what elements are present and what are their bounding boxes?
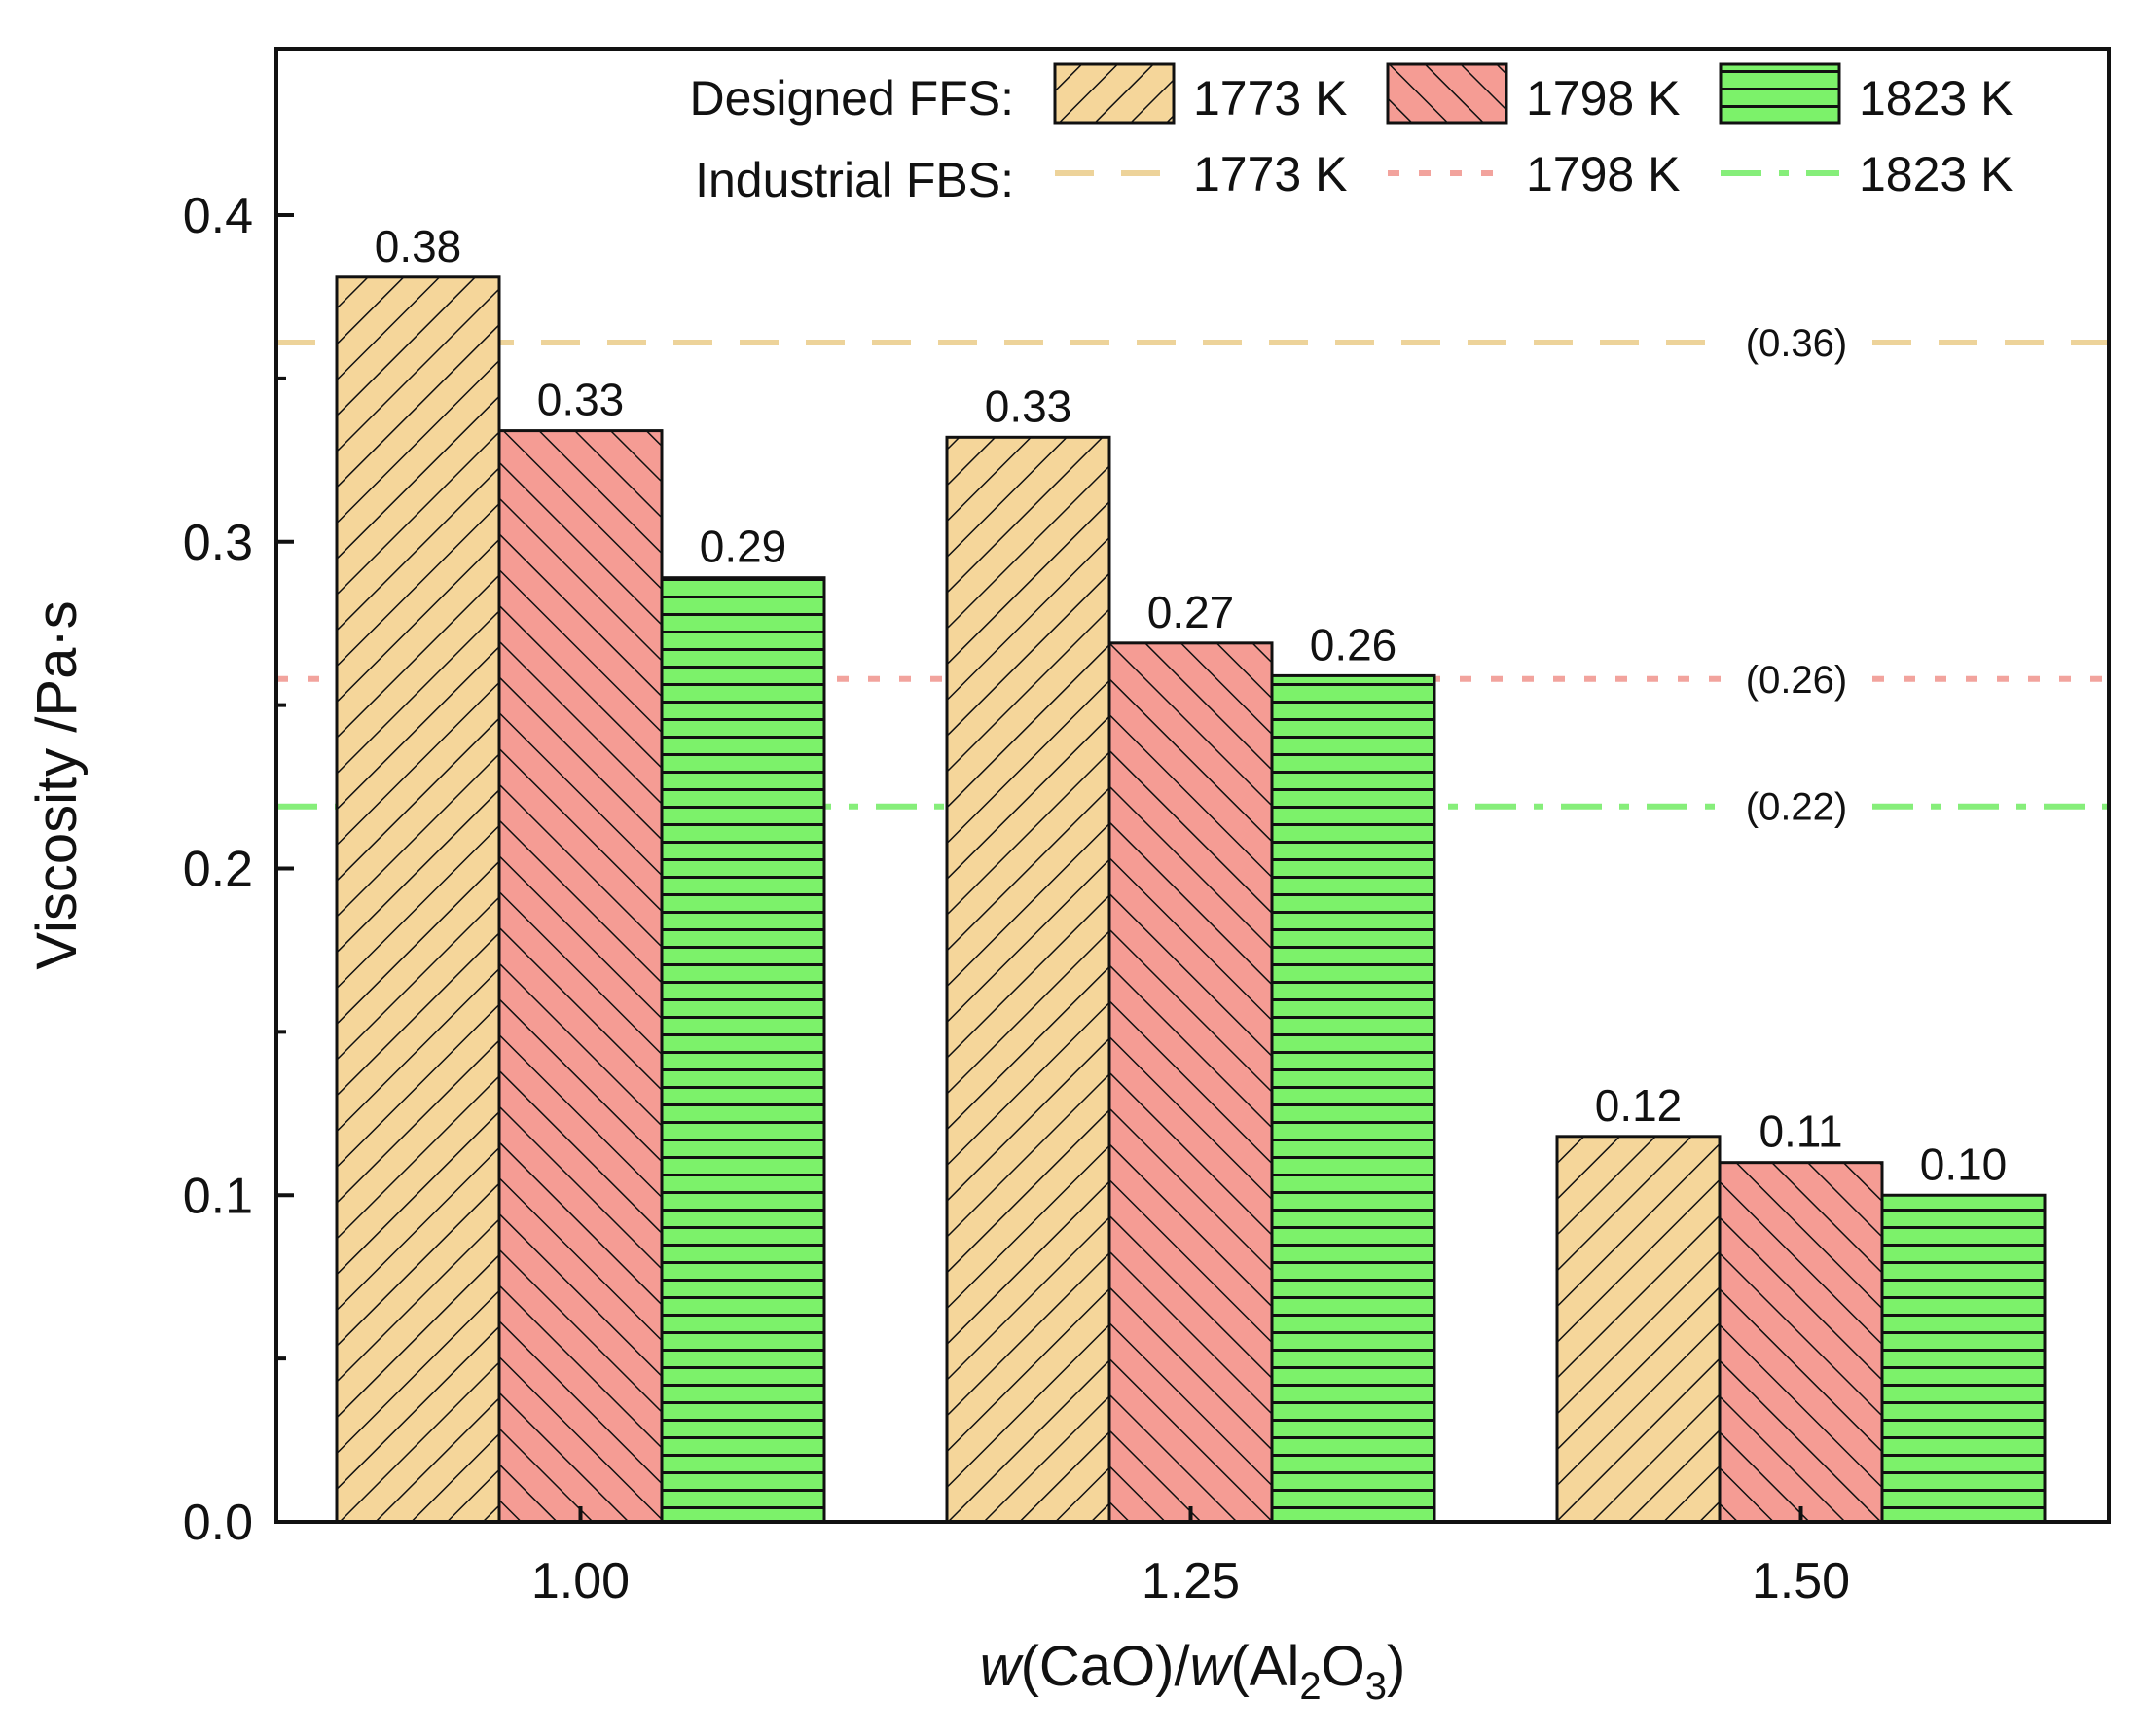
x-title-sub2: 2 xyxy=(1299,1665,1321,1708)
bar xyxy=(945,435,1111,1524)
bar-value-label: 0.38 xyxy=(375,221,462,271)
legend-bar-label: 1798 K xyxy=(1526,71,1680,126)
y-axis-title: Viscosity /Pa·s xyxy=(25,600,89,969)
legend: Designed FFS: Industrial FBS: 1773 K 1798… xyxy=(690,62,2013,207)
legend-line-label: 1823 K xyxy=(1859,147,2013,201)
x-title-w1: w xyxy=(980,1635,1024,1698)
x-title-o: O xyxy=(1322,1635,1365,1698)
bar-value-label: 0.29 xyxy=(700,522,787,572)
bar xyxy=(1718,1161,1884,1524)
x-title-close: ) xyxy=(1387,1635,1405,1698)
y-tick-label: 0.4 xyxy=(183,188,253,244)
legend-line-label: 1798 K xyxy=(1526,147,1680,201)
bar xyxy=(1880,1193,2047,1524)
x-title-w2: w xyxy=(1190,1635,1234,1698)
x-tick-label: 1.00 xyxy=(531,1553,630,1609)
legend-lines-title: Industrial FBS: xyxy=(695,153,1014,207)
legend-swatch xyxy=(1719,62,1841,125)
reference-line-label: (0.22) xyxy=(1746,786,1848,829)
bar-value-label: 0.12 xyxy=(1595,1080,1683,1131)
legend-bar-label: 1823 K xyxy=(1859,71,2013,126)
y-tick-label: 0.2 xyxy=(183,842,253,898)
bar-value-label: 0.27 xyxy=(1147,587,1235,637)
bar xyxy=(335,275,501,1524)
legend-swatch xyxy=(1386,62,1508,125)
bar xyxy=(1270,673,1436,1524)
x-title-cao: (CaO)/ xyxy=(1021,1635,1191,1698)
bar-value-label: 0.33 xyxy=(537,375,625,425)
bar xyxy=(660,576,826,1524)
y-tick-label: 0.1 xyxy=(183,1168,253,1224)
x-tick-label: 1.25 xyxy=(1142,1553,1240,1609)
bar-value-label: 0.10 xyxy=(1920,1139,2008,1189)
axes: 0.0 0.1 0.2 0.3 0.4 1.00 1.25 1.50 xyxy=(183,188,1850,1609)
x-title-sub3: 3 xyxy=(1365,1665,1387,1708)
bar-value-label: 0.26 xyxy=(1310,619,1397,669)
bar-value-label: 0.33 xyxy=(985,380,1072,431)
reference-line-label: (0.26) xyxy=(1746,659,1848,702)
x-axis-title: w(CaO)/w(Al2O3) xyxy=(980,1635,1406,1708)
bar xyxy=(1107,641,1274,1524)
legend-bars-title: Designed FFS: xyxy=(690,71,1014,126)
bars xyxy=(335,275,2047,1524)
reference-line-label: (0.36) xyxy=(1746,322,1848,365)
legend-line-label: 1773 K xyxy=(1193,147,1347,201)
legend-bar-label: 1773 K xyxy=(1193,71,1347,126)
bar xyxy=(497,429,664,1524)
bar xyxy=(1555,1135,1722,1524)
x-tick-label: 1.50 xyxy=(1752,1553,1850,1609)
y-tick-label: 0.3 xyxy=(183,515,253,571)
x-title-al: (Al xyxy=(1230,1635,1299,1698)
bar-value-label: 0.11 xyxy=(1759,1106,1842,1157)
legend-swatch xyxy=(1053,62,1176,125)
data-labels: 0.38 0.33 0.29 0.33 0.27 0.26 0.12 0.11 0.10 xyxy=(375,221,2008,1189)
y-tick-label: 0.0 xyxy=(183,1495,253,1551)
